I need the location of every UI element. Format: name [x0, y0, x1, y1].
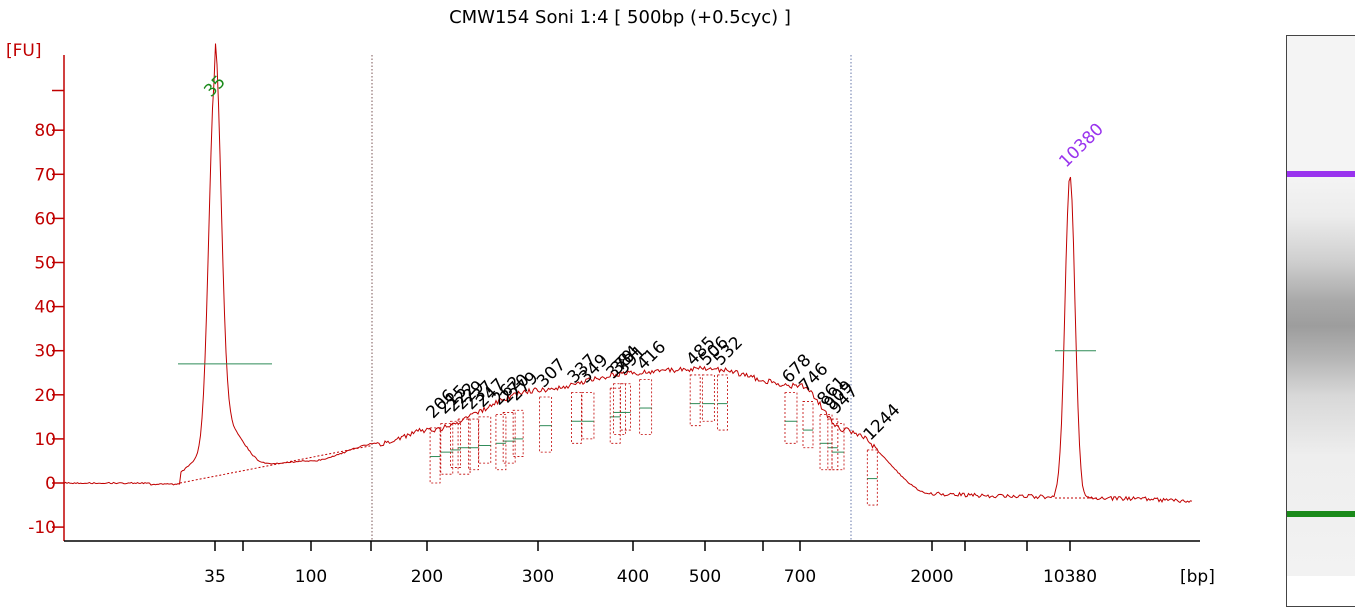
y-tick-label: 10 — [34, 430, 56, 450]
x-tick-label: 300 — [522, 567, 554, 587]
smear-peak-box — [717, 374, 728, 431]
y-tick-label: -10 — [28, 518, 56, 538]
smear-peak-box — [512, 409, 524, 457]
smear-peak-box — [502, 412, 516, 464]
x-tick-label: 400 — [617, 567, 649, 587]
y-tick-label: 30 — [34, 342, 56, 362]
x-tick-label: 100 — [295, 567, 327, 587]
smear-peak-box — [457, 418, 471, 475]
smear-peak-box — [609, 387, 621, 444]
y-tick-label: 0 — [45, 474, 56, 494]
x-tick-label: 500 — [689, 567, 721, 587]
smear-peak-box — [440, 423, 454, 475]
smear-peak-box — [689, 374, 701, 427]
gel-image — [1286, 35, 1355, 607]
smear-peak-box — [866, 449, 878, 506]
smear-peak-box — [802, 401, 814, 449]
electropherogram-chart: CMW154 Soni 1:4 [ 500bp (+0.5cyc) ] [FU]… — [6, 7, 1215, 587]
x-tick-label: 35 — [204, 567, 226, 587]
x-axis-unit-label: [bp] — [1180, 567, 1215, 587]
smear-peak-label: 1244 — [860, 400, 905, 445]
gel-lane — [1287, 36, 1355, 576]
smear-peak-box — [784, 392, 798, 444]
lower-marker-label: 35 — [200, 72, 229, 101]
x-tick-label: 2000 — [910, 567, 953, 587]
smear-peak-box — [620, 383, 631, 431]
smear-peak-box — [468, 418, 479, 471]
smear-peak-box — [701, 374, 715, 422]
smear-peak-box — [478, 416, 492, 464]
smear-peak-box — [819, 414, 833, 471]
x-tick-label: 200 — [411, 567, 443, 587]
y-tick-label: 80 — [34, 121, 56, 141]
baseline-dotted — [179, 445, 373, 484]
smear-peak-box — [827, 418, 839, 471]
smear-peak-box — [539, 396, 553, 453]
electropherogram-trace — [63, 43, 1193, 504]
x-tick-label: 700 — [784, 567, 816, 587]
upper-marker-label: 10380 — [1055, 119, 1107, 171]
y-tick-label: 40 — [34, 298, 56, 318]
gel-band-lower-marker — [1287, 511, 1355, 517]
y-tick-label: 50 — [34, 254, 56, 274]
gel-band-upper-marker — [1287, 171, 1355, 177]
chart-title: CMW154 Soni 1:4 [ 500bp (+0.5cyc) ] — [449, 7, 791, 28]
smear-peak-box — [581, 392, 595, 440]
x-tick-label: 10380 — [1043, 567, 1097, 587]
y-tick-label: 60 — [34, 209, 56, 229]
smear-peak-box — [831, 423, 845, 471]
smear-peak-box — [495, 414, 507, 471]
smear-peak-box — [450, 420, 461, 468]
smear-peak-label: 416 — [633, 337, 670, 374]
smear-peak-box — [429, 427, 441, 484]
y-tick-label: 70 — [34, 165, 56, 185]
y-axis-unit-label: [FU] — [6, 41, 42, 61]
smear-peak-box — [571, 392, 582, 444]
y-tick-label: 20 — [34, 386, 56, 406]
smear-peak-box — [639, 378, 653, 435]
smear-peak-box — [613, 383, 626, 435]
